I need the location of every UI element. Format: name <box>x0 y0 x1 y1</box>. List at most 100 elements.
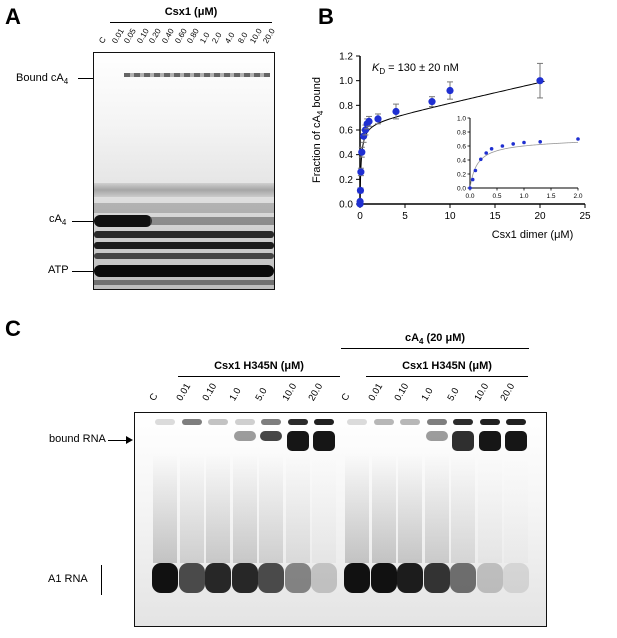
x-tick-label: 10 <box>444 211 456 222</box>
x-tick-label: 15 <box>489 211 501 222</box>
panel-c-lane-label: 5.0 <box>445 386 462 403</box>
gel-smear <box>451 453 475 563</box>
panel-a-lane-label: 1.0 <box>198 30 212 45</box>
bound-rna-arrow-head <box>126 436 133 444</box>
panel-c-letter: C <box>5 316 21 341</box>
inset-data-point <box>538 140 542 144</box>
panel-c-lane-label: 20.0 <box>306 381 326 403</box>
ca4-label: cA4 <box>49 213 67 228</box>
inset-data-point <box>511 142 515 146</box>
inset-data-point <box>576 137 580 141</box>
y-tick-label: 0.6 <box>339 126 353 137</box>
atp-arrow-line <box>72 271 93 272</box>
bound-rna-arrow-line <box>108 440 126 441</box>
gel-free-rna-band <box>152 563 178 593</box>
data-point <box>392 107 400 116</box>
y-axis-label-suffix: bound <box>311 77 323 111</box>
gel-bound-band <box>313 431 335 451</box>
kd-k: K <box>372 62 380 74</box>
inset-y-tick-label: 0.8 <box>457 129 466 136</box>
atp-band <box>94 265 274 277</box>
panel-c-lane-label: 1.0 <box>418 386 436 403</box>
y-axis-label: Fraction of cA4 bound <box>311 77 325 183</box>
panel-a-lane-label: C <box>97 35 108 45</box>
panel-a-header-rule <box>110 22 272 23</box>
gel-free-rna-band <box>476 563 503 593</box>
panel-a-lane-label: 20.0 <box>261 27 277 45</box>
gel-free-rna-band <box>284 563 311 593</box>
bound-ca4-arrow-line <box>78 78 93 79</box>
panel-c-lane-label: 1.0 <box>226 386 244 403</box>
gel-smear <box>206 453 230 563</box>
gel-smear <box>153 453 177 563</box>
data-point <box>356 186 365 195</box>
panel-c-ca4-header: cA4 (20 μM) <box>404 332 466 347</box>
inset-y-tick-label: 0.6 <box>457 143 466 150</box>
y-axis-label-sub: 4 <box>316 110 325 115</box>
gel-smear <box>477 453 502 563</box>
gel-well-band <box>261 419 281 425</box>
panel-a-lane-label: 8.0 <box>235 30 250 45</box>
y-tick-label: 0.4 <box>339 150 353 161</box>
inset-data-point <box>473 168 478 173</box>
panel-a-lane-label: 2.0 <box>210 30 224 45</box>
kd-annotation: KD = 130 ± 20 nM <box>372 62 459 76</box>
inset-x-tick-label: 0.5 <box>492 193 501 200</box>
panel-a-lane-label: 4.0 <box>223 30 237 45</box>
panel-a-gel <box>93 52 275 290</box>
binding-chart: 0 5 10 15 20 25 0.0 0.2 0.4 0.6 0.8 1.0 1.2 Csx1 dime… <box>311 52 591 242</box>
panel-a-lane-label: 0.40 <box>160 27 176 45</box>
gel-free-rna-band <box>258 563 284 593</box>
panel-c-lane-label: 0.01 <box>173 381 193 403</box>
bound-ca4-label: Bound cA4 <box>16 72 69 87</box>
gel-bound-band <box>260 431 282 441</box>
gel-smear <box>232 453 257 563</box>
gel-free-rna-band <box>503 563 529 593</box>
panel-c-lane-label: 10.0 <box>279 381 299 403</box>
panel-c-gel <box>134 412 547 627</box>
y-axis-label-prefix: Fraction of cA <box>311 114 323 183</box>
data-point <box>536 77 544 85</box>
smear-band-2 <box>94 203 274 213</box>
gel-smear <box>504 453 528 563</box>
gel-free-rna-band <box>423 563 450 593</box>
ca4-arrow-line <box>72 221 93 222</box>
gel-free-rna-band <box>344 563 370 593</box>
inset-y-tick-label: 1.0 <box>457 115 466 122</box>
middle-band-2 <box>94 242 274 249</box>
gel-free-rna-band <box>178 563 205 593</box>
inset-data-point <box>500 144 505 148</box>
gel-well-band <box>373 419 394 425</box>
panel-a-lane-label: 0.01 <box>109 27 126 45</box>
panel-c-lane-label: 10.0 <box>471 381 491 403</box>
x-tick-label: 5 <box>402 211 408 222</box>
a1-rna-label: A1 RNA <box>48 573 88 585</box>
panel-a-lane-label: 10.0 <box>248 27 264 45</box>
gel-free-rna-band <box>205 563 231 593</box>
gel-well-band <box>155 419 175 425</box>
gel-well-band <box>208 419 228 425</box>
kd-d: D <box>379 67 385 76</box>
smear-band-1 <box>94 183 274 197</box>
panel-c-group2-rule <box>366 376 528 377</box>
gel-well-band <box>314 419 334 425</box>
x-axis-label: Csx1 dimer (μM) <box>492 229 574 241</box>
middle-band-3 <box>94 253 274 259</box>
inset-x-tick-label: 0.0 <box>465 193 474 200</box>
data-point <box>365 117 373 125</box>
gel-bound-band <box>425 431 448 441</box>
gel-well-band <box>287 419 308 425</box>
x-tick-label: 25 <box>579 211 591 222</box>
inset-y-tick-label: 0.0 <box>457 185 466 192</box>
data-point <box>358 148 366 156</box>
a1-rna-bracket <box>101 565 102 595</box>
panel-a-header: Csx1 (μM) <box>164 6 218 18</box>
gel-bound-band <box>286 431 309 451</box>
gel-bound-band <box>452 431 474 451</box>
data-point <box>374 115 382 123</box>
data-point <box>361 126 369 134</box>
panel-c-lane-label: C <box>147 391 161 403</box>
data-point <box>360 132 368 140</box>
gel-free-rna-band <box>397 563 423 593</box>
bound-ca4-band <box>124 73 270 77</box>
